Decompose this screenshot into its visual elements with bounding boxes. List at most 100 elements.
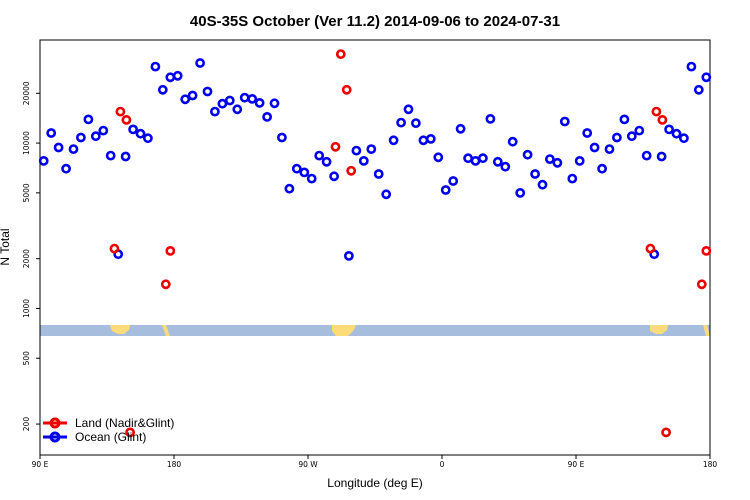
ocean-point bbox=[396, 117, 406, 128]
ocean-point bbox=[597, 163, 607, 174]
ocean-point bbox=[440, 185, 451, 195]
plot-area-frame bbox=[39, 39, 711, 456]
legend-label-land: Land (Nadir&Glint) bbox=[75, 416, 174, 430]
map-strip bbox=[40, 325, 710, 336]
ocean-point bbox=[455, 123, 466, 134]
ocean-point bbox=[68, 144, 79, 154]
land-shapes bbox=[110, 325, 710, 336]
ocean-point bbox=[358, 155, 369, 166]
ocean-point bbox=[150, 61, 161, 72]
ocean-point bbox=[410, 118, 421, 128]
ocean-point bbox=[351, 145, 362, 156]
ocean-point bbox=[604, 144, 615, 154]
ocean-point bbox=[321, 156, 332, 167]
ocean-point bbox=[634, 125, 645, 136]
ocean-point bbox=[276, 132, 287, 143]
ocean-point bbox=[388, 135, 399, 146]
ocean-point bbox=[693, 84, 704, 95]
land-point bbox=[109, 243, 120, 254]
ocean-point bbox=[314, 150, 325, 161]
ocean-point bbox=[366, 144, 377, 154]
ocean-point bbox=[492, 156, 503, 167]
ocean-point bbox=[187, 90, 198, 101]
x-tick-label: 0 bbox=[440, 460, 445, 469]
ocean-point bbox=[530, 169, 540, 179]
y-axis: 200 500 1000 2000 5000 10000 20000 bbox=[22, 81, 40, 431]
ocean-point bbox=[209, 106, 220, 117]
land-point bbox=[651, 106, 662, 117]
ocean-point bbox=[284, 183, 295, 194]
ocean-point bbox=[306, 173, 317, 184]
ocean-point bbox=[574, 155, 585, 166]
ocean-point bbox=[686, 61, 697, 72]
ocean-point bbox=[425, 133, 436, 144]
y-tick-label: 5000 bbox=[22, 183, 31, 202]
land-point bbox=[115, 106, 126, 117]
x-axis-label: Longitude (deg E) bbox=[327, 476, 422, 490]
y-tick-label: 20000 bbox=[22, 81, 31, 105]
ocean-point bbox=[76, 132, 86, 143]
land-point bbox=[160, 279, 171, 290]
ocean-point bbox=[343, 250, 354, 261]
ocean-point bbox=[485, 114, 496, 124]
land-point bbox=[330, 141, 341, 152]
ocean-point bbox=[254, 98, 265, 108]
ocean-point bbox=[612, 132, 622, 143]
ocean-point bbox=[217, 98, 228, 109]
land-point bbox=[661, 427, 671, 438]
land-point bbox=[335, 49, 346, 59]
ocean-point bbox=[679, 133, 689, 144]
ocean-point bbox=[403, 104, 414, 115]
ocean-point bbox=[269, 98, 280, 109]
land-south-america bbox=[332, 325, 356, 336]
land-australia-repeat bbox=[650, 325, 668, 334]
ocean-point bbox=[224, 95, 235, 106]
ocean-point bbox=[239, 92, 250, 103]
ocean-point bbox=[448, 176, 459, 186]
ocean-point bbox=[656, 151, 667, 162]
ocean-point bbox=[299, 167, 310, 178]
x-tick-label: 180 bbox=[703, 460, 718, 469]
land-point bbox=[701, 245, 712, 256]
ocean-point bbox=[157, 84, 168, 95]
ocean-point bbox=[165, 72, 176, 83]
ocean-point bbox=[53, 142, 64, 153]
ocean-point bbox=[418, 135, 429, 146]
land-new-zealand bbox=[162, 325, 170, 336]
ocean-point bbox=[142, 133, 153, 144]
ocean-point bbox=[589, 142, 600, 153]
ocean-point bbox=[477, 153, 488, 164]
ocean-point bbox=[515, 187, 526, 198]
chart-title: 40S-35S October (Ver 11.2) 2014-09-06 to… bbox=[190, 13, 560, 30]
y-axis-label: N Total bbox=[0, 228, 12, 265]
x-tick-label: 90 E bbox=[568, 460, 585, 469]
ocean-point bbox=[135, 128, 146, 139]
ocean-point bbox=[120, 151, 131, 162]
land-point bbox=[645, 243, 656, 254]
ocean-point bbox=[381, 189, 392, 200]
ocean-point bbox=[537, 179, 548, 190]
land-point bbox=[346, 165, 357, 176]
land-point bbox=[165, 245, 176, 256]
land-point bbox=[125, 427, 136, 438]
land-point bbox=[696, 279, 707, 290]
ocean-band bbox=[40, 325, 710, 336]
ocean-point bbox=[232, 104, 243, 115]
land-point bbox=[657, 115, 668, 125]
y-tick-label: 200 bbox=[22, 417, 31, 432]
ocean-point bbox=[567, 173, 578, 184]
ocean-point bbox=[559, 116, 570, 127]
ocean-point bbox=[500, 161, 511, 172]
ocean-point bbox=[46, 128, 57, 138]
ocean-point bbox=[180, 94, 191, 105]
land-point bbox=[341, 84, 352, 95]
ocean-point bbox=[626, 131, 637, 142]
y-tick-label: 1000 bbox=[22, 299, 31, 318]
ocean-point bbox=[507, 136, 518, 147]
ocean-point bbox=[195, 58, 205, 68]
ocean-point bbox=[433, 152, 444, 163]
ocean-point bbox=[247, 94, 258, 104]
ocean-point bbox=[262, 112, 272, 122]
ocean-point bbox=[701, 72, 712, 83]
